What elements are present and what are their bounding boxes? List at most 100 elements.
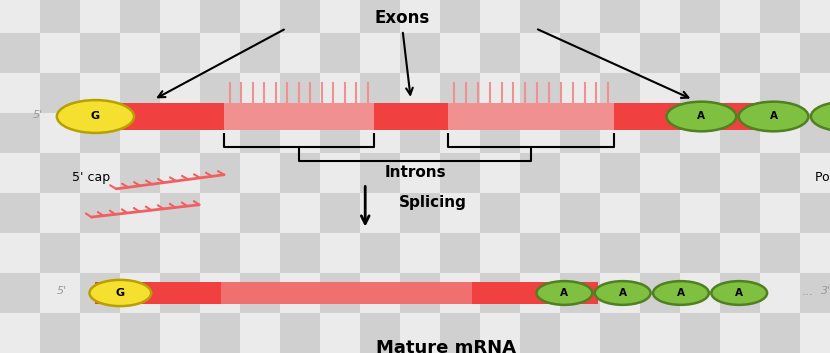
Bar <box>240 193 280 233</box>
Bar <box>640 313 680 353</box>
Bar <box>600 273 640 313</box>
Bar <box>160 273 200 313</box>
Bar <box>440 313 480 353</box>
Bar <box>200 0 240 33</box>
Text: A: A <box>677 288 685 298</box>
Circle shape <box>536 281 593 305</box>
Bar <box>40 193 80 233</box>
Circle shape <box>666 102 736 131</box>
Bar <box>520 273 560 313</box>
Bar <box>221 282 472 304</box>
Bar <box>400 153 440 193</box>
Bar <box>480 113 520 153</box>
Bar <box>600 153 640 193</box>
Bar <box>600 233 640 273</box>
Bar <box>160 33 200 73</box>
Bar <box>640 273 680 313</box>
Bar <box>80 0 120 33</box>
Bar <box>760 113 800 153</box>
Bar <box>0 0 40 33</box>
Bar <box>120 193 160 233</box>
Bar <box>0 233 40 273</box>
Bar <box>280 153 320 193</box>
Bar <box>280 113 320 153</box>
Bar <box>680 73 720 113</box>
Bar <box>800 33 830 73</box>
Text: A: A <box>735 288 743 298</box>
Bar <box>0 33 40 73</box>
Bar <box>520 233 560 273</box>
Bar <box>640 0 680 33</box>
Bar <box>224 103 374 130</box>
Bar <box>520 153 560 193</box>
Bar <box>320 0 360 33</box>
Bar <box>40 0 80 33</box>
Bar <box>120 313 160 353</box>
Bar <box>760 73 800 113</box>
Text: 3': 3' <box>821 286 830 296</box>
Bar <box>720 0 760 33</box>
Bar <box>520 33 560 73</box>
Bar <box>680 33 720 73</box>
Bar <box>240 153 280 193</box>
Text: 5': 5' <box>57 286 67 296</box>
Bar <box>80 33 120 73</box>
Bar <box>120 113 160 153</box>
Bar <box>240 113 280 153</box>
Bar <box>360 33 400 73</box>
Bar <box>800 153 830 193</box>
Bar <box>80 313 120 353</box>
Bar <box>120 73 160 113</box>
Bar <box>200 273 240 313</box>
Bar <box>680 233 720 273</box>
Bar <box>95 282 598 304</box>
Bar <box>520 193 560 233</box>
Bar <box>40 313 80 353</box>
Bar <box>480 193 520 233</box>
Bar <box>360 273 400 313</box>
Bar <box>40 273 80 313</box>
Bar <box>680 0 720 33</box>
Bar <box>200 233 240 273</box>
Bar <box>720 33 760 73</box>
Bar <box>800 233 830 273</box>
Bar <box>600 73 640 113</box>
Bar <box>360 313 400 353</box>
Bar <box>360 113 400 153</box>
Bar <box>360 193 400 233</box>
Bar <box>120 233 160 273</box>
Bar <box>240 73 280 113</box>
Bar <box>720 233 760 273</box>
Text: 5' cap: 5' cap <box>72 171 110 184</box>
Bar <box>560 233 600 273</box>
Bar <box>360 153 400 193</box>
Bar <box>800 313 830 353</box>
Bar <box>448 103 614 130</box>
Bar <box>680 273 720 313</box>
Bar <box>680 193 720 233</box>
Bar <box>560 73 600 113</box>
Bar <box>200 113 240 153</box>
Bar <box>720 73 760 113</box>
Text: A: A <box>769 112 778 121</box>
Bar <box>760 273 800 313</box>
Bar <box>0 273 40 313</box>
Bar <box>80 193 120 233</box>
Bar <box>200 193 240 233</box>
Bar <box>800 73 830 113</box>
Bar <box>400 193 440 233</box>
Bar <box>760 0 800 33</box>
Bar <box>160 153 200 193</box>
Bar <box>200 33 240 73</box>
Bar <box>720 313 760 353</box>
Bar <box>80 273 120 313</box>
Bar <box>80 73 120 113</box>
Circle shape <box>811 102 830 131</box>
Bar <box>400 313 440 353</box>
Bar <box>320 273 360 313</box>
Bar <box>0 313 40 353</box>
Bar <box>120 0 160 33</box>
Bar <box>240 0 280 33</box>
Bar <box>40 33 80 73</box>
Bar <box>200 73 240 113</box>
